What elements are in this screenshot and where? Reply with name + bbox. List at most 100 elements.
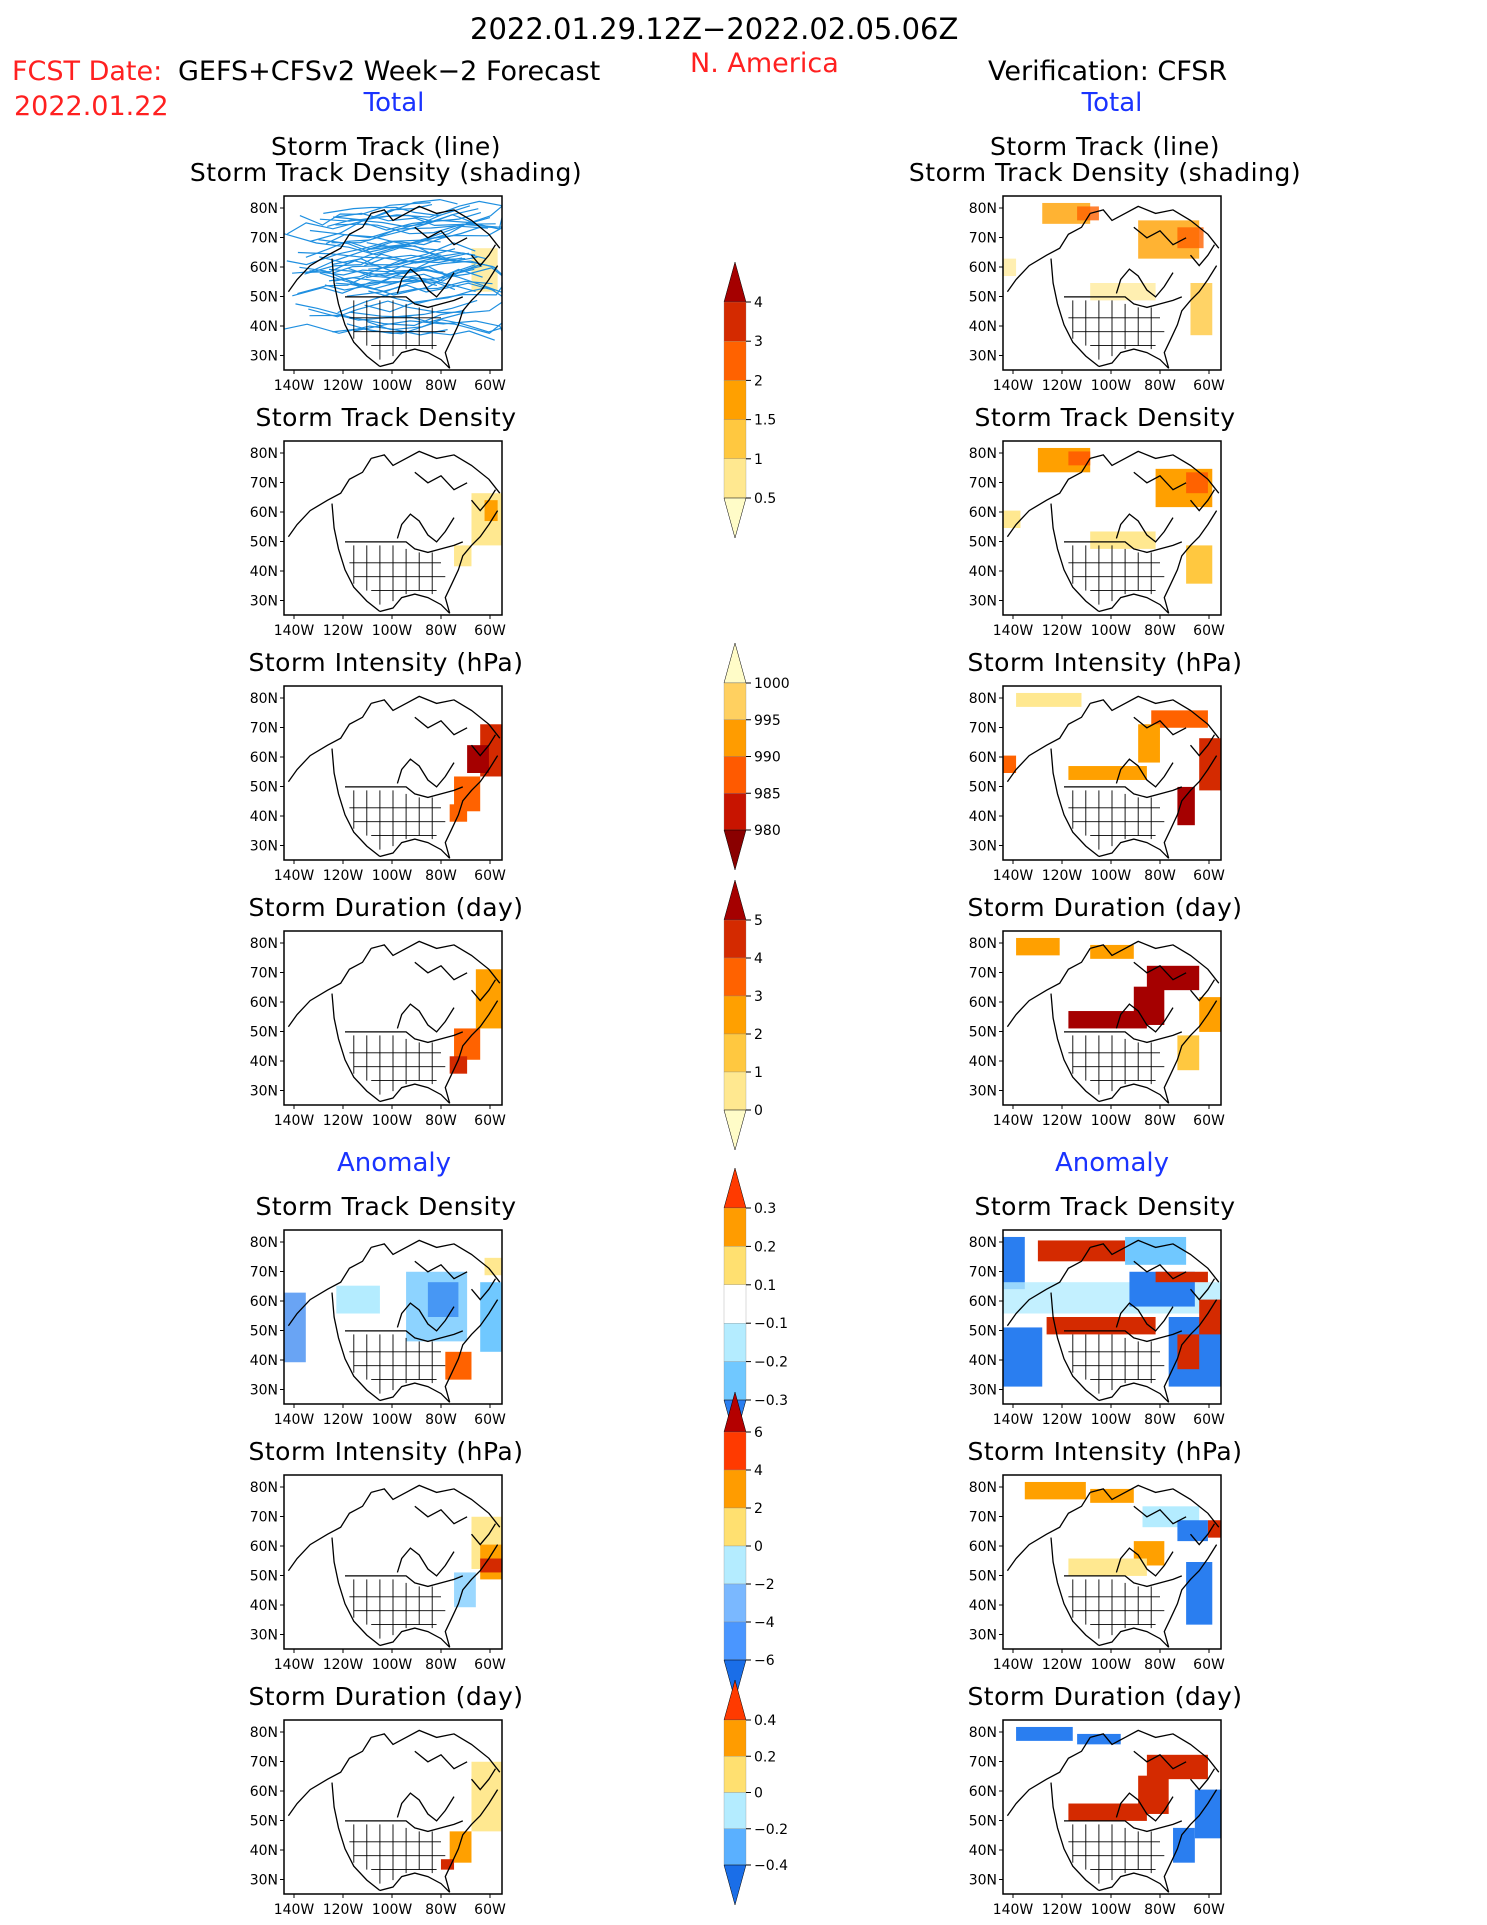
lat-tick-label: 50N: [969, 535, 997, 551]
lon-tick-label: 100W: [1091, 1657, 1132, 1673]
lon-tick-label: 100W: [372, 623, 413, 639]
right-anom-density-title: Storm Track Density: [974, 1192, 1236, 1221]
lon-tick-label: 60W: [474, 623, 506, 639]
lon-tick-label: 60W: [474, 1113, 506, 1129]
lon-tick-label: 140W: [993, 1902, 1034, 1918]
lon-tick-label: 60W: [1193, 1113, 1225, 1129]
lat-tick-label: 40N: [969, 319, 997, 335]
lon-tick-label: 80W: [1144, 1902, 1176, 1918]
lon-tick-label: 140W: [993, 1113, 1034, 1129]
lat-tick-label: 60N: [250, 750, 278, 766]
lat-tick-label: 40N: [969, 1598, 997, 1614]
lat-tick-label: 40N: [250, 1353, 278, 1369]
lon-tick-label: 140W: [274, 623, 315, 639]
lat-tick-label: 30N: [250, 839, 278, 855]
lat-tick-label: 30N: [969, 1383, 997, 1399]
lat-tick-label: 50N: [969, 1814, 997, 1830]
lon-tick-label: 80W: [425, 868, 457, 884]
lat-tick-label: 40N: [250, 1598, 278, 1614]
lon-tick-label: 60W: [1193, 378, 1225, 394]
lat-tick-label: 30N: [969, 1084, 997, 1100]
lon-tick-label: 120W: [1042, 1113, 1083, 1129]
lon-tick-label: 60W: [474, 1902, 506, 1918]
colorbar-tick-label: 1.5: [754, 413, 776, 429]
lon-tick-label: 80W: [1144, 378, 1176, 394]
lat-tick-label: 50N: [250, 290, 278, 306]
left-track-map: 80N 70N 60N 50N 40N 30N 140W 120W 100W 80W 60W: [250, 195, 506, 394]
lat-tick-label: 40N: [250, 1843, 278, 1859]
lat-tick-label: 30N: [250, 1873, 278, 1889]
lat-tick-label: 80N: [250, 201, 278, 217]
lon-tick-label: 120W: [323, 1113, 364, 1129]
lon-tick-label: 80W: [425, 1902, 457, 1918]
lat-tick-label: 80N: [969, 691, 997, 707]
lat-tick-label: 60N: [969, 1784, 997, 1800]
fcst-model-label: GEFS+CFSv2 Week−2 Forecast: [178, 56, 601, 87]
colorbar-tick-label: 6: [754, 1425, 763, 1441]
lon-tick-label: 100W: [1091, 378, 1132, 394]
left-density-map: 80N 70N 60N 50N 40N 30N 140W 120W 100W 80W 60W: [250, 440, 506, 639]
right-intensity-title: Storm Intensity (hPa): [967, 648, 1243, 677]
lon-tick-label: 100W: [372, 1113, 413, 1129]
left-anom-duration-map: 80N 70N 60N 50N 40N 30N 140W 120W 100W 80W 60W: [250, 1719, 506, 1918]
colorbar-tick-label: 0.2: [754, 1239, 776, 1255]
lat-tick-label: 60N: [969, 1294, 997, 1310]
lat-tick-label: 30N: [969, 594, 997, 610]
left-anom-density-title: Storm Track Density: [255, 1192, 517, 1221]
lon-tick-label: 120W: [323, 623, 364, 639]
colorbar-tick-label: 2: [754, 1501, 763, 1517]
lat-tick-label: 50N: [250, 1814, 278, 1830]
lon-tick-label: 140W: [274, 868, 315, 884]
lat-tick-label: 70N: [250, 966, 278, 982]
colorbar-tick-label: 1000: [754, 676, 790, 692]
lon-tick-label: 100W: [1091, 1902, 1132, 1918]
left-anom-density-map: 80N 70N 60N 50N 40N 30N 140W 120W 100W 80W 60W: [250, 1229, 506, 1428]
colorbar-tick-label: −4: [754, 1615, 775, 1631]
lat-tick-label: 40N: [250, 1054, 278, 1070]
lon-tick-label: 120W: [323, 1657, 364, 1673]
right-anom-intensity-map: 80N 70N 60N 50N 40N 30N 140W 120W 100W 80W 60W: [969, 1474, 1225, 1673]
lat-tick-label: 70N: [250, 1755, 278, 1771]
lat-tick-label: 30N: [969, 1873, 997, 1889]
colorbar-tick-label: 1: [754, 452, 763, 468]
colorbar-tick-label: 990: [754, 750, 781, 766]
lon-tick-label: 80W: [1144, 1113, 1176, 1129]
lat-tick-label: 70N: [969, 721, 997, 737]
colorbar-tick-label: 5: [754, 913, 763, 929]
colorbar-tick-label: 0.1: [754, 1278, 776, 1294]
colorbar-tick-label: 0: [754, 1786, 763, 1802]
lat-tick-label: 80N: [250, 446, 278, 462]
colorbar-tick-label: −0.2: [754, 1355, 788, 1371]
lon-tick-label: 140W: [274, 1412, 315, 1428]
lat-tick-label: 40N: [250, 319, 278, 335]
lon-tick-label: 120W: [1042, 1902, 1083, 1918]
lon-tick-label: 120W: [323, 378, 364, 394]
colorbar-tick-label: 0.3: [754, 1201, 776, 1217]
colorbar-tick-label: 0: [754, 1539, 763, 1555]
colorbar-tick-label: −2: [754, 1577, 775, 1593]
lat-tick-label: 30N: [250, 1084, 278, 1100]
colorbar-tick-label: 4: [754, 295, 763, 311]
lat-tick-label: 80N: [250, 1725, 278, 1741]
colorbar-density-anom: 0.3 0.2 0.1 −0.1 −0.2 −0.3: [723, 1167, 788, 1441]
lon-tick-label: 100W: [1091, 868, 1132, 884]
fcst-date-value: 2022.01.22: [14, 91, 169, 122]
colorbar-tick-label: −0.2: [754, 1822, 788, 1838]
lat-tick-label: 70N: [250, 1510, 278, 1526]
left-track-line-title: Storm Track (line): [270, 132, 502, 161]
lon-tick-label: 140W: [274, 378, 315, 394]
date-range-title: 2022.01.29.12Z−2022.02.05.06Z: [470, 12, 959, 46]
left-anom-duration-title: Storm Duration (day): [248, 1682, 524, 1711]
lat-tick-label: 30N: [969, 349, 997, 365]
lon-tick-label: 80W: [1144, 868, 1176, 884]
lon-tick-label: 80W: [1144, 1657, 1176, 1673]
colorbar-tick-label: 4: [754, 1463, 763, 1479]
lat-tick-label: 70N: [969, 476, 997, 492]
lon-tick-label: 60W: [474, 378, 506, 394]
lat-tick-label: 50N: [969, 1025, 997, 1041]
lat-tick-label: 80N: [250, 936, 278, 952]
lon-tick-label: 60W: [1193, 623, 1225, 639]
colorbar-tick-label: −0.1: [754, 1316, 788, 1332]
lat-tick-label: 70N: [969, 1265, 997, 1281]
